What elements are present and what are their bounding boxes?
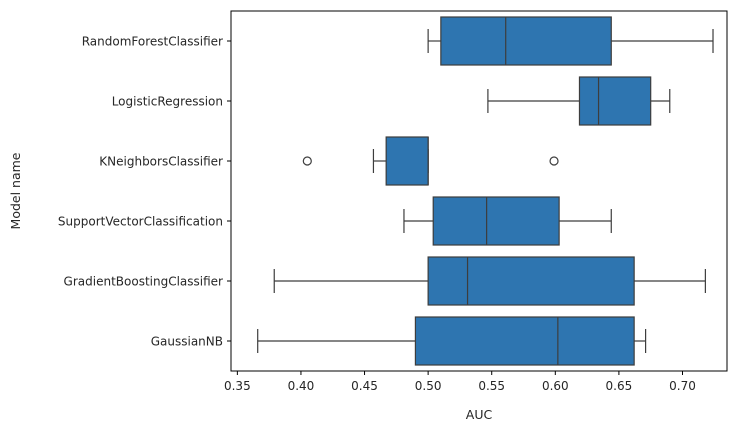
x-axis-label: AUC xyxy=(466,407,493,422)
box-group xyxy=(273,256,706,306)
y-tick-label: RandomForestClassifier xyxy=(82,35,223,49)
x-tick-label: 0.35 xyxy=(224,379,251,393)
box-iqr xyxy=(427,256,635,306)
x-tick-label: 0.55 xyxy=(478,379,505,393)
x-tick-label: 0.50 xyxy=(415,379,442,393)
box-group xyxy=(427,16,714,66)
y-axis-label: Model name xyxy=(8,152,23,229)
x-axis: 0.35 0.40 0.45 0.50 0.55 0.60 0.65 0.70 xyxy=(224,371,696,393)
x-tick-label: 0.40 xyxy=(288,379,315,393)
box-iqr xyxy=(440,16,612,66)
box-iqr xyxy=(385,136,429,186)
box-group xyxy=(302,136,559,186)
outlier-point xyxy=(549,156,559,166)
x-tick-label: 0.60 xyxy=(542,379,569,393)
y-tick-label: GradientBoostingClassifier xyxy=(64,275,224,289)
x-tick-label: 0.70 xyxy=(669,379,696,393)
box-group xyxy=(257,316,647,366)
box-iqr xyxy=(414,316,635,366)
y-tick-label: GaussianNB xyxy=(151,335,223,349)
outlier-point xyxy=(302,156,312,166)
boxes-layer xyxy=(257,16,714,366)
box-iqr xyxy=(432,196,560,246)
x-tick-label: 0.65 xyxy=(606,379,633,393)
box-group xyxy=(403,196,612,246)
y-tick-label: LogisticRegression xyxy=(112,95,223,109)
box-group xyxy=(487,76,671,126)
y-tick-label: KNeighborsClassifier xyxy=(99,155,223,169)
y-axis: RandomForestClassifier LogisticRegression… xyxy=(58,35,231,349)
box-iqr xyxy=(578,76,652,126)
y-tick-label: SupportVectorClassification xyxy=(58,215,223,229)
plot-frame xyxy=(230,10,728,372)
x-tick-label: 0.45 xyxy=(351,379,378,393)
